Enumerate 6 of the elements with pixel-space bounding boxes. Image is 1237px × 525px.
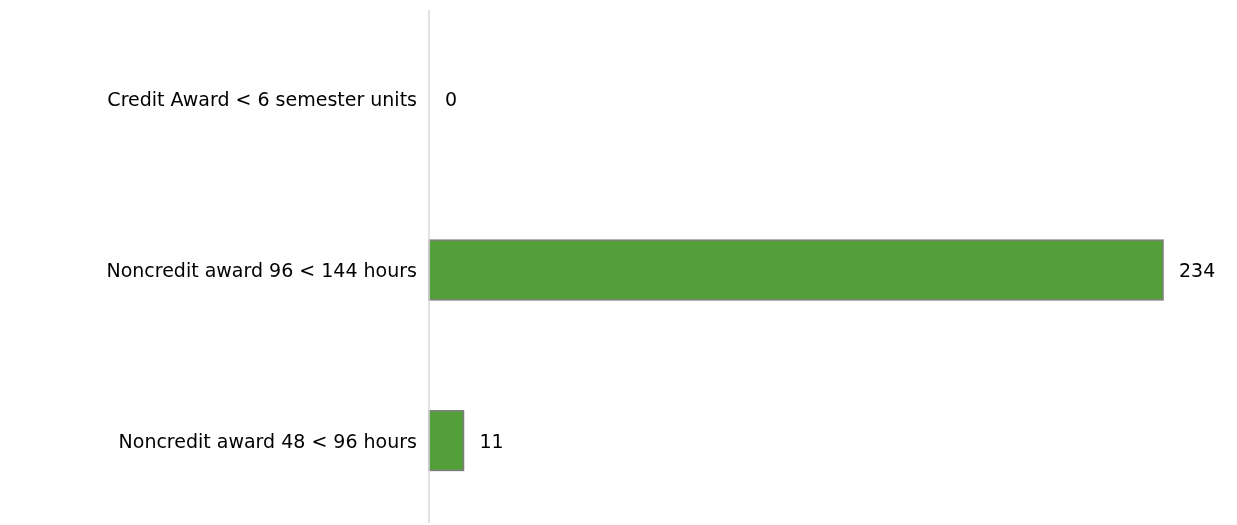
data-label: 234 [1179, 259, 1216, 281]
y-tick-label: Noncredit award 96 < 144 hours [106, 259, 417, 281]
y-tick-label: Credit Award < 6 semester units [107, 88, 417, 111]
data-label: 0 [445, 88, 458, 111]
y-tick-label: Noncredit award 48 < 96 hours [118, 429, 417, 452]
data-label: 11 [479, 429, 504, 452]
